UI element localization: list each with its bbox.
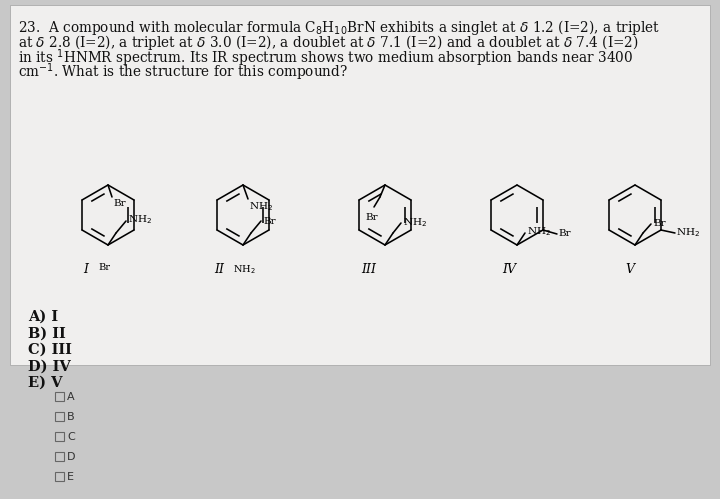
- Text: Br: Br: [263, 217, 276, 226]
- Text: in its $^1$HNMR spectrum. Its IR spectrum shows two medium absorption bands near: in its $^1$HNMR spectrum. Its IR spectru…: [18, 47, 634, 68]
- Text: III: III: [361, 263, 377, 276]
- Text: Br: Br: [653, 220, 665, 229]
- Text: D) IV: D) IV: [28, 359, 71, 373]
- Text: I: I: [84, 263, 89, 276]
- Text: at $\delta$ 2.8 (I=2), a triplet at $\delta$ 3.0 (I=2), a doublet at $\delta$ 7.: at $\delta$ 2.8 (I=2), a triplet at $\de…: [18, 32, 639, 51]
- Text: NH$_2$: NH$_2$: [249, 200, 273, 213]
- Bar: [55, 452, 64, 461]
- Text: NH$_2$: NH$_2$: [233, 263, 256, 276]
- Text: C) III: C) III: [28, 343, 72, 357]
- Text: B) II: B) II: [28, 326, 66, 340]
- Text: E: E: [67, 472, 74, 482]
- Text: 23.  A compound with molecular formula C$_8$H$_{10}$BrN exhibits a singlet at $\: 23. A compound with molecular formula C$…: [18, 18, 660, 37]
- Text: Br: Br: [558, 230, 571, 239]
- Bar: [55, 412, 64, 421]
- Text: NH$_2$: NH$_2$: [676, 227, 700, 240]
- Text: cm$^{-1}$. What is the structure for this compound?: cm$^{-1}$. What is the structure for thi…: [18, 61, 348, 83]
- Bar: [55, 432, 64, 441]
- Text: NH$_2$: NH$_2$: [128, 214, 152, 227]
- Text: II: II: [214, 263, 224, 276]
- Text: B: B: [67, 412, 75, 422]
- Bar: [55, 472, 64, 481]
- Text: NH$_2$: NH$_2$: [403, 217, 427, 230]
- Text: NH$_2$: NH$_2$: [527, 226, 551, 239]
- Text: C: C: [67, 432, 75, 442]
- Text: Br: Br: [98, 263, 110, 272]
- Text: A: A: [67, 392, 75, 402]
- Text: Br: Br: [113, 199, 125, 208]
- Text: IV: IV: [502, 263, 516, 276]
- Text: A) I: A) I: [28, 310, 58, 324]
- Text: Br: Br: [366, 213, 378, 222]
- Bar: [10, 5, 710, 365]
- Text: D: D: [67, 452, 76, 462]
- Text: E) V: E) V: [28, 376, 63, 390]
- Text: V: V: [626, 263, 634, 276]
- Bar: [55, 392, 64, 401]
